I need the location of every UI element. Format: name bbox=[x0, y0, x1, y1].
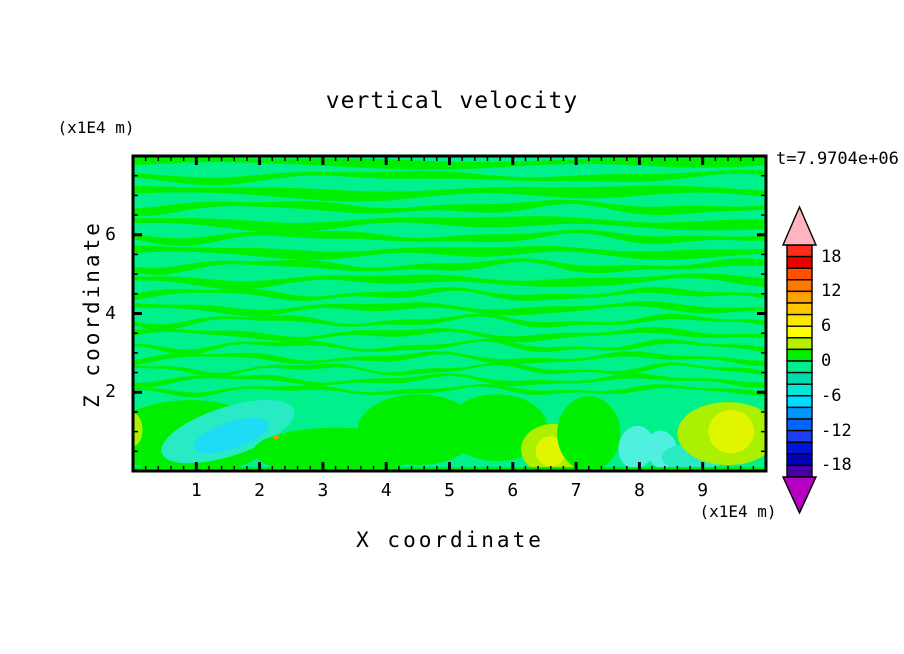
z-tick-label: 2 bbox=[105, 381, 116, 403]
z-tick-label: 4 bbox=[105, 302, 116, 324]
contour-field bbox=[133, 156, 766, 471]
x-tick-label: 9 bbox=[697, 480, 709, 501]
x-tick-label: 8 bbox=[633, 480, 645, 501]
colorbar-tick-label: -6 bbox=[821, 385, 842, 406]
x-tick-label: 5 bbox=[444, 480, 455, 501]
colorbar-over-arrow bbox=[781, 205, 818, 246]
plot-title: vertical velocity bbox=[325, 88, 579, 114]
colorbar-under-arrow bbox=[781, 476, 818, 515]
x-tick-label: 2 bbox=[254, 480, 266, 501]
x-axis-title: X coordinate bbox=[356, 528, 544, 552]
z-axis-unit-label: (x1E4 m) bbox=[57, 118, 135, 137]
plot-frame bbox=[131, 154, 768, 473]
x-tick-label: 7 bbox=[570, 480, 582, 501]
z-tick-label: 6 bbox=[105, 223, 116, 245]
x-tick-label: 3 bbox=[317, 480, 329, 501]
time-stamp-label: t=7.9704e+06 bbox=[776, 149, 899, 169]
x-axis-unit-label: (x1E4 m) bbox=[699, 502, 777, 521]
x-tick-label: 4 bbox=[380, 480, 392, 501]
x-tick-label: 6 bbox=[507, 480, 519, 501]
colorbar-tick-label: -18 bbox=[821, 455, 852, 476]
colorbar-tick-label: 0 bbox=[821, 351, 832, 371]
x-tick-label: 1 bbox=[190, 480, 202, 501]
colorbar-tick-label: 6 bbox=[821, 316, 832, 337]
colorbar bbox=[781, 205, 818, 515]
colorbar-tick-label: 12 bbox=[821, 281, 842, 302]
colorbar-tick-label: 18 bbox=[821, 246, 842, 267]
colorbar-tick-label: -12 bbox=[821, 420, 852, 441]
